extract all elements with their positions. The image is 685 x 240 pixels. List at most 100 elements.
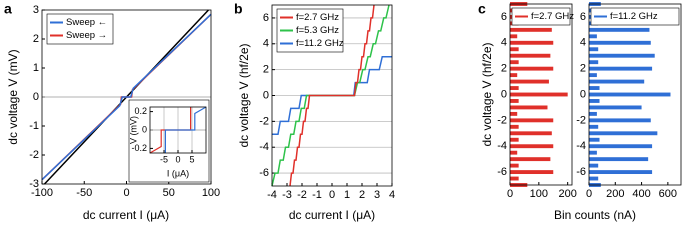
legend-label: f=2.7 GHz [296, 12, 339, 23]
plot-frame [41, 9, 212, 185]
x-tick-label: -1 [312, 189, 322, 201]
y-tick-label: 2 [33, 33, 39, 45]
legend-label: Sweep → [66, 30, 107, 41]
y-tick-label: -4 [497, 140, 507, 152]
y-tick-label: -3 [29, 178, 39, 190]
bar [589, 131, 658, 136]
x-tick-label: 50 [163, 187, 175, 199]
y-tick-label: 2 [501, 63, 507, 75]
y-axis-label: V (mV) [128, 116, 138, 144]
bar [589, 150, 597, 155]
x-tick-label: 200 [558, 188, 576, 200]
y-tick-label: -0.2 [131, 143, 147, 153]
y-tick-label: -2 [259, 115, 269, 127]
x-tick-label: 0 [586, 188, 592, 200]
x-tick-label: 1 [344, 189, 350, 201]
x-axis-label: Bin counts (nA) [554, 208, 636, 222]
bar [589, 53, 655, 58]
legend-label: f=11.2 GHz [610, 11, 658, 22]
bar [510, 86, 519, 90]
x-tick-label: 4 [389, 189, 395, 201]
bar [589, 66, 653, 71]
x-tick-label: -2 [297, 189, 307, 201]
bar [510, 157, 551, 162]
bar [510, 92, 568, 97]
x-tick-label: 0 [329, 189, 335, 201]
bar [589, 86, 600, 90]
legend-box [511, 7, 571, 26]
bar [589, 34, 597, 39]
x-axis-label: dc current I (μA) [289, 208, 375, 222]
panel-label: c [478, 1, 486, 17]
panel-label: b [234, 1, 243, 17]
y-tick-label: 4 [580, 37, 586, 49]
x-tick-label: 100 [202, 187, 220, 199]
y-tick-label: 0 [580, 88, 586, 100]
y-tick-label: 3 [33, 4, 39, 16]
series-line [149, 107, 192, 154]
x-tick-label: -5 [160, 154, 168, 164]
bar [589, 124, 599, 129]
bar [589, 170, 653, 175]
bar [589, 137, 600, 142]
y-tick-label: 0 [33, 91, 39, 103]
legend-label: f=11.2 GHz [296, 38, 344, 49]
bar [589, 99, 600, 103]
bar [510, 118, 554, 123]
bar [510, 150, 518, 155]
x-tick-label: 600 [659, 188, 677, 200]
y-tick-label: 0 [142, 124, 147, 134]
x-tick-label: 3 [374, 189, 380, 201]
plot-frame [509, 3, 573, 186]
y-tick-label: -1 [29, 120, 39, 132]
plot-frame [271, 4, 393, 187]
y-tick-label: 0 [263, 89, 269, 101]
bar [510, 34, 518, 39]
bar [510, 124, 519, 129]
bar [510, 144, 554, 149]
bar [510, 27, 552, 32]
bar [589, 105, 642, 110]
bar [589, 73, 597, 78]
bar [510, 137, 519, 142]
legend-box [46, 13, 114, 45]
y-axis-label: dc voltage V (mV) [6, 49, 20, 144]
series-line [164, 106, 207, 153]
y-tick-label: 4 [501, 37, 507, 49]
y-tick-label: -2 [29, 149, 39, 161]
x-tick-label: -100 [31, 187, 53, 199]
series-line [289, 4, 375, 187]
panel-label: a [4, 1, 12, 17]
x-axis-label: I (μA) [167, 168, 189, 178]
bar [510, 99, 519, 103]
y-tick-label: 4 [263, 38, 269, 50]
bar [589, 27, 650, 32]
y-axis-label: dc voltage V (hf/2e) [480, 42, 494, 146]
legend-label: f=5.3 GHz [296, 25, 339, 36]
bar [510, 163, 519, 168]
y-tick-label: 2 [263, 64, 269, 76]
bar [510, 170, 554, 175]
y-tick-label: -2 [576, 114, 586, 126]
bar [589, 111, 597, 116]
y-tick-label: 0.2 [134, 106, 147, 116]
bar [510, 66, 554, 71]
bar [589, 60, 599, 65]
x-tick-label: 2 [359, 189, 365, 201]
y-tick-label: -4 [259, 141, 269, 153]
y-tick-label: -6 [497, 166, 507, 178]
bar [589, 118, 651, 123]
x-tick-label: -4 [267, 189, 277, 201]
y-tick-label: 6 [501, 11, 507, 23]
y-tick-label: -4 [576, 140, 586, 152]
plot-frame [588, 3, 682, 186]
y-tick-label: 0 [501, 88, 507, 100]
bar [589, 92, 671, 97]
bar [589, 144, 653, 149]
bar [510, 131, 552, 136]
bar [510, 105, 548, 110]
legend-label: Sweep ← [66, 17, 107, 28]
x-axis-label: dc current I (μA) [83, 208, 169, 222]
bar [589, 157, 649, 162]
